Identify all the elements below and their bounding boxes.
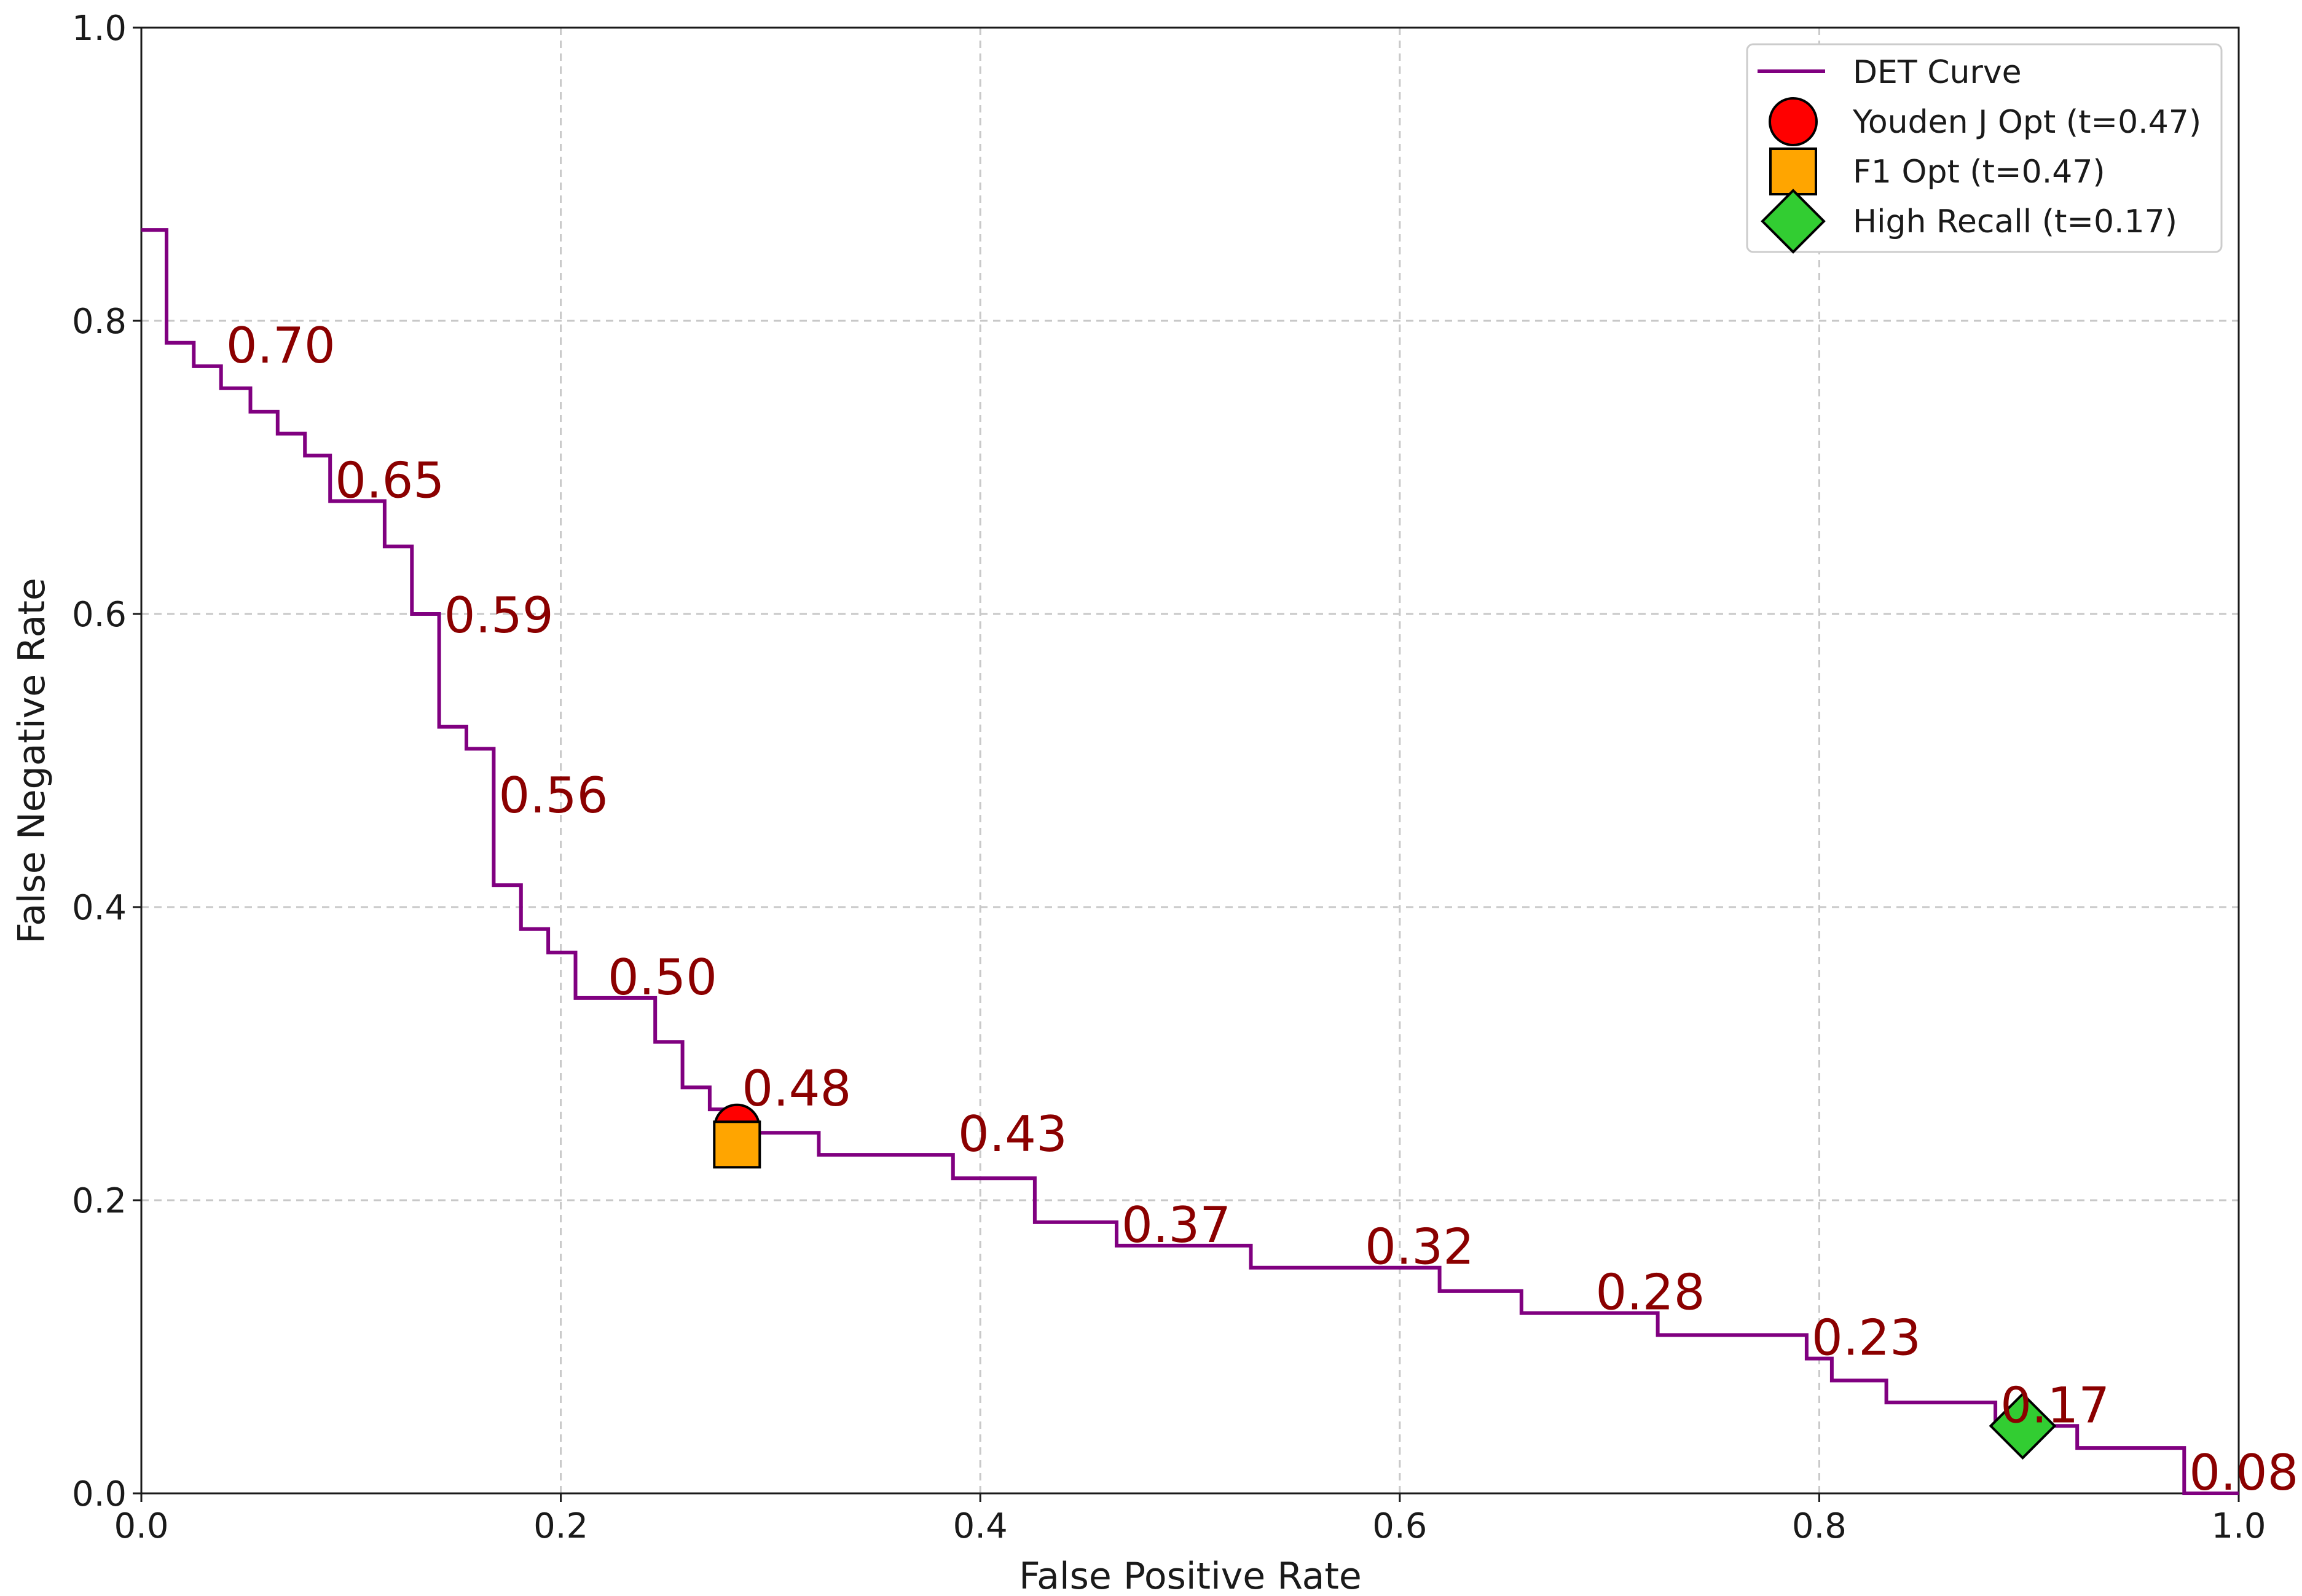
grid — [141, 28, 2239, 1493]
threshold-label: 0.65 — [335, 452, 444, 509]
threshold-label: 0.08 — [2189, 1444, 2298, 1501]
legend-swatch-f1-square-icon — [1769, 147, 1817, 195]
ticks: 0.0 0.2 0.4 0.6 0.8 1.0 0.0 0.2 0.4 0.6 0.8 1.0 — [72, 9, 2266, 1546]
legend-swatch-youden-circle-icon — [1769, 97, 1818, 146]
y-tick-label: 0.2 — [72, 1181, 127, 1221]
threshold-label: 0.70 — [226, 317, 336, 374]
high-recall-marker — [1989, 1392, 2057, 1460]
plot-frame — [140, 26, 2240, 1495]
axes — [140, 26, 2240, 1495]
threshold-label: 0.37 — [1122, 1197, 1231, 1254]
threshold-label: 0.32 — [1365, 1219, 1474, 1276]
x-tick-label: 0.0 — [114, 1506, 168, 1546]
f1-marker — [713, 1120, 761, 1169]
y-tick-label: 0.0 — [72, 1474, 127, 1514]
threshold-label: 0.28 — [1595, 1264, 1705, 1321]
y-axis-label: False Negative Rate — [10, 578, 53, 944]
threshold-annotations: 0.70 0.65 0.59 0.56 0.50 0.48 0.43 0.37 0.32 0.28… — [226, 317, 2299, 1501]
legend-label-det-curve: DET Curve — [1853, 54, 2022, 91]
legend-label-youden: Youden J Opt (t=0.47) — [1852, 104, 2201, 141]
legend-swatch-high-recall-diamond-icon — [1761, 189, 1826, 254]
legend-box — [1746, 43, 2223, 253]
threshold-label: 0.17 — [2000, 1377, 2110, 1434]
threshold-label: 0.43 — [958, 1106, 1067, 1163]
legend-label-f1: F1 Opt (t=0.47) — [1853, 154, 2105, 191]
threshold-label: 0.50 — [608, 949, 717, 1006]
threshold-label: 0.23 — [1812, 1310, 1921, 1367]
threshold-label: 0.48 — [742, 1060, 851, 1117]
y-tick-label: 0.4 — [72, 888, 127, 928]
series — [141, 228, 2239, 1495]
y-tick-label: 0.8 — [72, 302, 127, 342]
x-tick-label: 0.2 — [533, 1506, 588, 1546]
x-tick-label: 1.0 — [2211, 1506, 2266, 1546]
det-curve-line — [141, 228, 2239, 1495]
legend: DET Curve Youden J Opt (t=0.47) F1 Opt (… — [1746, 43, 2223, 254]
x-tick-label: 0.8 — [1792, 1506, 1847, 1546]
y-tick-label: 0.6 — [72, 595, 127, 635]
y-tick-label: 1.0 — [72, 9, 127, 49]
markers — [713, 1103, 2057, 1460]
x-tick-label: 0.4 — [953, 1506, 1008, 1546]
threshold-label: 0.56 — [498, 767, 608, 824]
legend-label-high-recall: High Recall (t=0.17) — [1853, 203, 2177, 240]
threshold-label: 0.59 — [444, 587, 554, 644]
x-tick-label: 0.6 — [1372, 1506, 1427, 1546]
x-axis-label: False Positive Rate — [1019, 1555, 1362, 1596]
